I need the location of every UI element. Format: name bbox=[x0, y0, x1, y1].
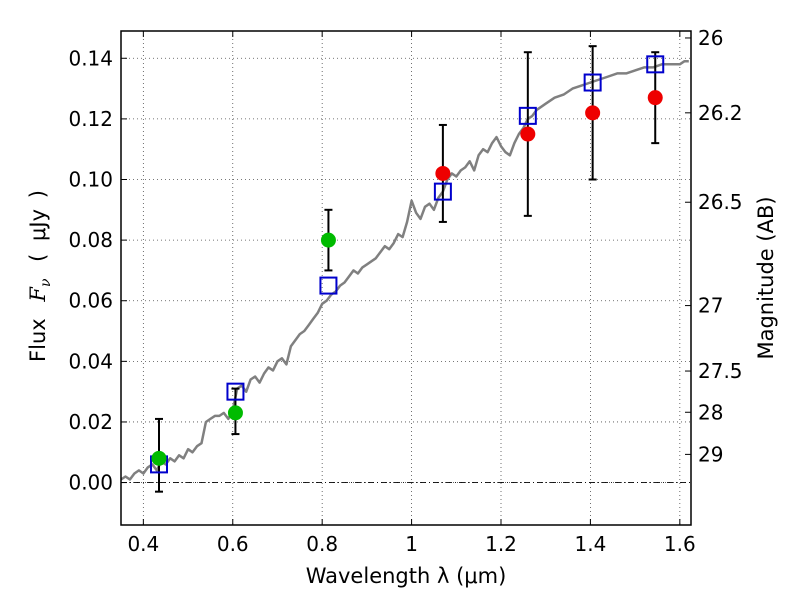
magnitude-tick-label: 26 bbox=[698, 26, 723, 50]
plot-frame bbox=[120, 30, 692, 526]
detection-point bbox=[585, 105, 601, 121]
magnitude-tick-label: 27.5 bbox=[698, 359, 743, 383]
x-tick-label: 0.4 bbox=[127, 532, 159, 556]
magnitude-tick-label: 26.2 bbox=[698, 101, 743, 125]
magnitude-tick-label: 27 bbox=[698, 294, 723, 318]
plot-area bbox=[120, 45, 689, 493]
magnitude-tick-label: 26.5 bbox=[698, 190, 743, 214]
grid bbox=[121, 31, 691, 525]
model-sed-line bbox=[120, 60, 689, 481]
x-tick-label: 0.8 bbox=[306, 532, 338, 556]
y-tick-label: 0.10 bbox=[68, 168, 113, 192]
detection-point bbox=[647, 90, 663, 106]
detection-point bbox=[320, 232, 336, 248]
x-tick-label: 1.6 bbox=[664, 532, 696, 556]
y-tick-label: 0.12 bbox=[68, 107, 113, 131]
detection-point bbox=[151, 450, 167, 466]
y-tick-label: 0.08 bbox=[68, 228, 113, 252]
detection-point bbox=[227, 405, 243, 421]
right-axis-label: Magnitude (AB) bbox=[754, 196, 778, 359]
model-photometry-point bbox=[583, 73, 602, 92]
magnitude-tick-label: 28 bbox=[698, 400, 723, 424]
y-axis-label: Flux Fν ( μJy ) bbox=[26, 190, 55, 362]
y-tick-label: 0.00 bbox=[68, 471, 113, 495]
model-photometry-point bbox=[433, 182, 452, 201]
y-tick-label: 0.04 bbox=[68, 349, 113, 373]
model-photometry-point bbox=[646, 55, 665, 74]
model-photometry-point bbox=[226, 382, 245, 401]
magnitude-tick-label: 29 bbox=[698, 442, 723, 466]
y-tick-label: 0.14 bbox=[68, 46, 113, 70]
y-tick-label: 0.02 bbox=[68, 410, 113, 434]
detection-point bbox=[435, 165, 451, 181]
x-axis-label: Wavelength λ (μm) bbox=[306, 564, 507, 588]
axes-ticks: 0.4 0.6 0.8 1 1.2 1.4 1.6 0.00 0.02 0.04 0.06 0.08 0… bbox=[68, 26, 742, 556]
x-tick-label: 1.2 bbox=[485, 532, 517, 556]
x-tick-label: 1 bbox=[405, 532, 418, 556]
y-tick-label: 0.06 bbox=[68, 289, 113, 313]
detection-point bbox=[520, 126, 536, 142]
x-tick-label: 1.4 bbox=[575, 532, 607, 556]
model-photometry-point bbox=[518, 106, 537, 125]
x-tick-label: 0.6 bbox=[217, 532, 249, 556]
model-photometry-point bbox=[319, 276, 338, 295]
